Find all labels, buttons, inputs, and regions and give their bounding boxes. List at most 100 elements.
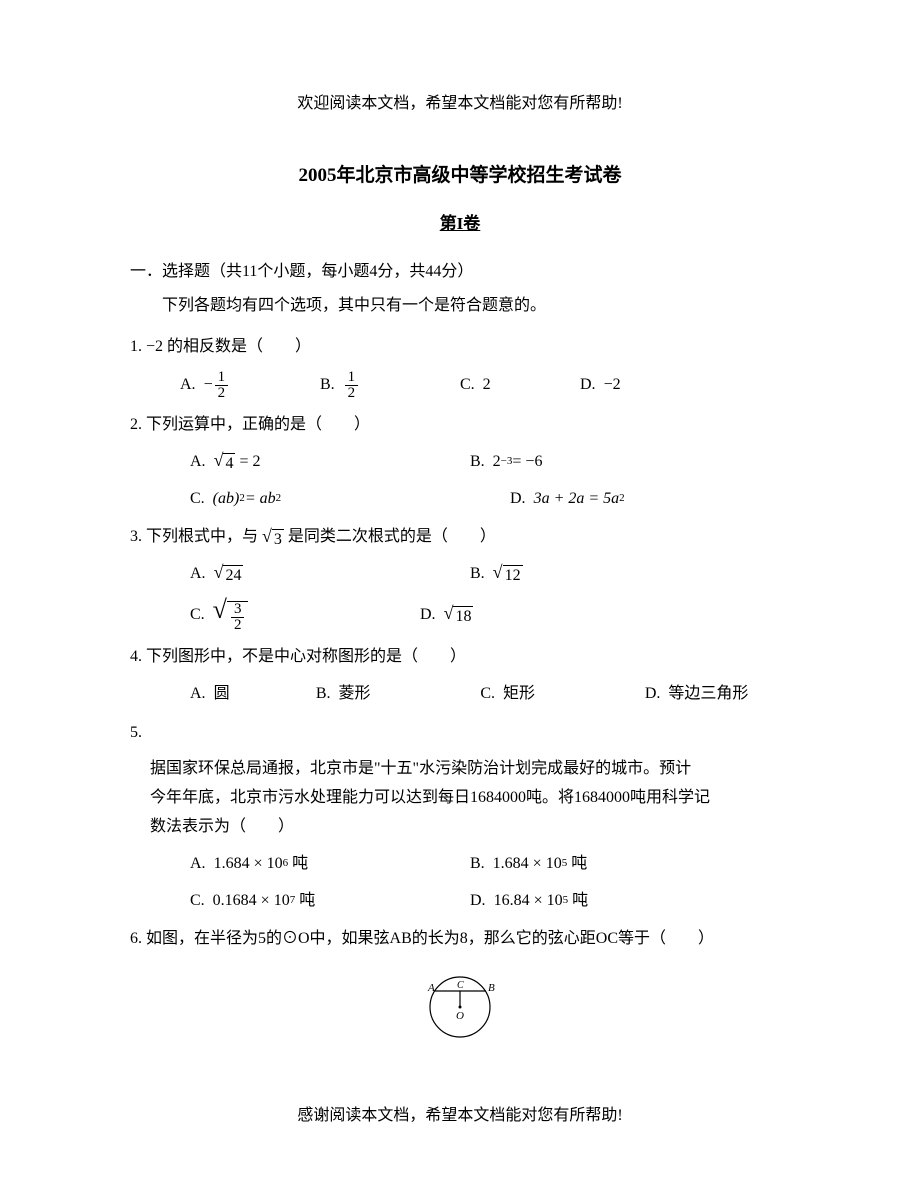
question-6: 6. 如图，在半径为5的⊙O中，如果弦AB的长为8，那么它的弦心距OC等于（ ）…	[130, 925, 790, 1050]
q2-options-row1: A. √4 = 2 B. 2−3 = −6	[130, 448, 790, 477]
q5-b-n: 1.684 × 10	[493, 850, 562, 879]
q2-c-exp2: 2	[276, 489, 282, 509]
q5-line3: 数法表示为（ ）	[150, 813, 790, 842]
circle-chord-diagram: A C B O	[420, 964, 500, 1039]
q3-b-label: B.	[470, 560, 485, 589]
q1-b-den: 2	[345, 386, 359, 401]
q4-option-a: A. 圆	[190, 680, 316, 709]
question-4: 4. 下列图形中，不是中心对称图形的是（ ） A. 圆 B. 菱形 C. 矩形 …	[130, 643, 790, 709]
q2-option-a: A. √4 = 2	[190, 448, 470, 477]
q3-d-val: 18	[453, 606, 473, 626]
q3-c-label: C.	[190, 601, 205, 630]
q3-options-row2: C. √32 D. √18	[130, 597, 790, 633]
q5-line2: 今年年底，北京市污水处理能力可以达到每日1684000吨。将1684000吨用科…	[150, 784, 790, 813]
q5-option-d: D. 16.84 × 105 吨	[470, 887, 750, 916]
q3-options-row1: A. √24 B. √12	[130, 560, 790, 589]
q5-b-label: B.	[470, 850, 485, 879]
q3-option-c: C. √32	[190, 597, 420, 633]
q5-d-e: 5	[563, 891, 569, 911]
section-header: 一．选择题（共11个小题，每小题4分，共44分）	[130, 258, 790, 287]
question-6-text: 6. 如图，在半径为5的⊙O中，如果弦AB的长为8，那么它的弦心距OC等于（ ）	[130, 925, 790, 954]
q5-a-n: 1.684 × 10	[214, 850, 283, 879]
q1-d-value: −2	[604, 371, 621, 400]
q5-a-u: 吨	[292, 850, 308, 879]
q4-text: 下列图形中，不是中心对称图形的是（ ）	[146, 648, 466, 665]
q3-d-label: D.	[420, 601, 436, 630]
q5-option-c: C. 0.1684 × 107 吨	[190, 887, 470, 916]
question-5-num: 5.	[130, 719, 790, 748]
q1-c-value: 2	[483, 371, 491, 400]
q2-b-base: 2	[493, 448, 501, 477]
q6-text: 如图，在半径为5的⊙O中，如果弦AB的长为8，那么它的弦心距OC等于（ ）	[146, 930, 714, 947]
q3-c-num: 3	[231, 602, 245, 618]
question-1: 1. −2 的相反数是（ ） A. −12 B. 12 C. 2 D. −2	[130, 333, 790, 401]
q4-options: A. 圆 B. 菱形 C. 矩形 D. 等边三角形	[130, 680, 790, 709]
q1-d-label: D.	[580, 371, 596, 400]
q1-a-num: 1	[215, 370, 229, 386]
fig-label-o: O	[456, 1010, 464, 1022]
fig-label-a: A	[427, 982, 435, 994]
exam-subtitle: 第I卷	[130, 209, 790, 240]
q3-a-label: A.	[190, 560, 206, 589]
q4-d-val: 等边三角形	[668, 680, 748, 709]
q4-b-label: B.	[316, 680, 331, 709]
q4-num: 4.	[130, 648, 142, 665]
q5-d-u: 吨	[572, 887, 588, 916]
q3-before: 下列根式中，与	[146, 528, 258, 545]
q3-after: 是同类二次根式的是（ ）	[288, 528, 496, 545]
q2-options-row2: C. (ab)2 = ab2 D. 3a + 2a = 5a2	[130, 485, 790, 514]
q5-c-n: 0.1684 × 10	[213, 887, 290, 916]
q1-option-a: A. −12	[180, 370, 320, 401]
header-note: 欢迎阅读本文档，希望本文档能对您有所帮助!	[130, 90, 790, 119]
question-3-text: 3. 下列根式中，与 √3 是同类二次根式的是（ ）	[130, 523, 790, 552]
q2-b-exp: −3	[501, 452, 513, 472]
q4-d-label: D.	[645, 680, 661, 709]
q4-c-label: C.	[480, 680, 495, 709]
q1-rest: 的相反数是（ ）	[167, 338, 311, 355]
q2-option-c: C. (ab)2 = ab2	[190, 485, 510, 514]
q1-value: −2	[146, 338, 163, 355]
q5-option-a: A. 1.684 × 106 吨	[190, 850, 470, 879]
question-5: 5. 据国家环保总局通报，北京市是"十五"水污染防治计划完成最好的城市。预计 今…	[130, 719, 790, 916]
q1-b-label: B.	[320, 371, 335, 400]
q4-b-val: 菱形	[338, 680, 370, 709]
q1-num: 1.	[130, 338, 142, 355]
q5-option-b: B. 1.684 × 105 吨	[470, 850, 750, 879]
q2-a-label: A.	[190, 448, 206, 477]
fig-label-b: B	[488, 982, 495, 994]
q2-text: 下列运算中，正确的是（ ）	[146, 416, 370, 433]
q3-num: 3.	[130, 528, 142, 545]
question-1-text: 1. −2 的相反数是（ ）	[130, 333, 790, 362]
q5-d-n: 16.84 × 10	[494, 887, 563, 916]
q2-option-d: D. 3a + 2a = 5a2	[510, 485, 790, 514]
exam-title: 2005年北京市高级中等学校招生考试卷	[130, 159, 790, 193]
q5-a-label: A.	[190, 850, 206, 879]
q3-a-val: 24	[223, 565, 243, 585]
question-2: 2. 下列运算中，正确的是（ ） A. √4 = 2 B. 2−3 = −6 C…	[130, 411, 790, 513]
q4-option-b: B. 菱形	[316, 680, 481, 709]
q3-option-a: A. √24	[190, 560, 470, 589]
q2-d-exp: 2	[619, 489, 625, 509]
q5-c-u: 吨	[299, 887, 315, 916]
q5-b-e: 5	[562, 854, 568, 874]
q4-option-c: C. 矩形	[480, 680, 645, 709]
q2-a-sqrt: 4	[223, 453, 235, 473]
question-2-text: 2. 下列运算中，正确的是（ ）	[130, 411, 790, 440]
q5-b-u: 吨	[571, 850, 587, 879]
q1-b-num: 1	[345, 370, 359, 386]
q5-c-label: C.	[190, 887, 205, 916]
q4-option-d: D. 等边三角形	[645, 680, 790, 709]
q3-sqrt: 3	[272, 529, 284, 549]
q5-num: 5.	[130, 724, 142, 741]
q2-c-base: (ab)	[213, 485, 240, 514]
q1-option-d: D. −2	[580, 370, 680, 401]
q2-d-label: D.	[510, 485, 526, 514]
q2-b-rest: = −6	[512, 448, 542, 477]
q5-options-row1: A. 1.684 × 106 吨 B. 1.684 × 105 吨	[130, 850, 790, 879]
q1-option-b: B. 12	[320, 370, 460, 401]
q2-option-b: B. 2−3 = −6	[470, 448, 750, 477]
q5-c-e: 7	[290, 891, 296, 911]
question-4-text: 4. 下列图形中，不是中心对称图形的是（ ）	[130, 643, 790, 672]
fig-label-c: C	[457, 980, 464, 991]
q5-line1: 据国家环保总局通报，北京市是"十五"水污染防治计划完成最好的城市。预计	[150, 755, 790, 784]
